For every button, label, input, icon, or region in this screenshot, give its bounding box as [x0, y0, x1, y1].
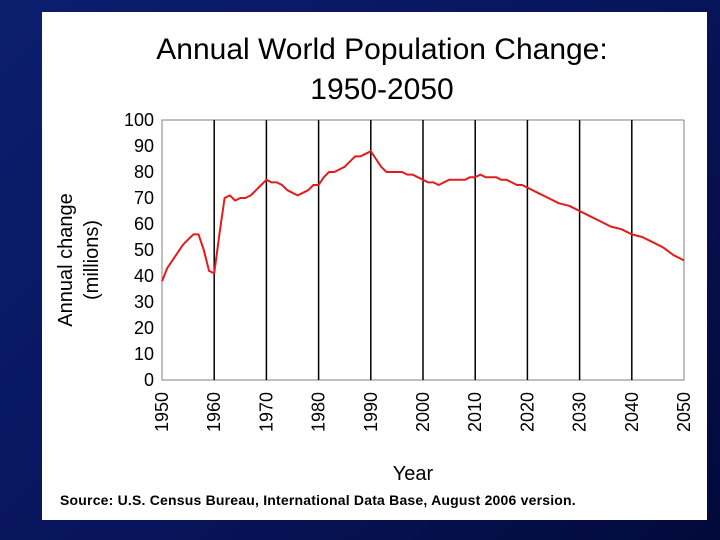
y-axis-label-units: (millions): [81, 220, 103, 300]
y-tick-label: 60: [134, 214, 154, 234]
chart-title-line-2: 1950-2050: [310, 73, 454, 106]
x-tick-label: 1960: [204, 392, 224, 432]
x-tick-label: 2020: [517, 392, 537, 432]
chart-panel: Annual World Population Change: 1950-205…: [42, 12, 707, 520]
y-tick-label: 80: [134, 162, 154, 182]
x-tick-label: 2050: [674, 392, 694, 432]
y-tick-label: 50: [134, 240, 154, 260]
x-tick-label: 1950: [152, 392, 172, 432]
x-tick-label: 2030: [570, 392, 590, 432]
y-tick-label: 0: [144, 370, 154, 390]
y-tick-label: 20: [134, 318, 154, 338]
y-tick-label: 100: [124, 110, 154, 130]
y-tick-label: 30: [134, 292, 154, 312]
x-tick-label: 2000: [413, 392, 433, 432]
source-note: Source: U.S. Census Bureau, Internationa…: [60, 492, 576, 508]
chart-title-line-1: Annual World Population Change:: [156, 33, 608, 66]
y-tick-label: 10: [134, 344, 154, 364]
x-tick-label: 1990: [361, 392, 381, 432]
y-axis-label: Annual change: [55, 193, 77, 326]
x-axis-label: Year: [393, 463, 434, 482]
y-tick-label: 40: [134, 266, 154, 286]
series-line: [161, 150, 685, 282]
x-tick-label: 2040: [622, 392, 642, 432]
y-tick-label: 70: [134, 188, 154, 208]
x-tick-label: 1970: [256, 392, 276, 432]
y-tick-label: 90: [134, 136, 154, 156]
x-tick-label: 1980: [309, 392, 329, 432]
x-tick-label: 2010: [465, 392, 485, 432]
chart-title: Annual World Population Change: 1950-205…: [132, 30, 632, 110]
